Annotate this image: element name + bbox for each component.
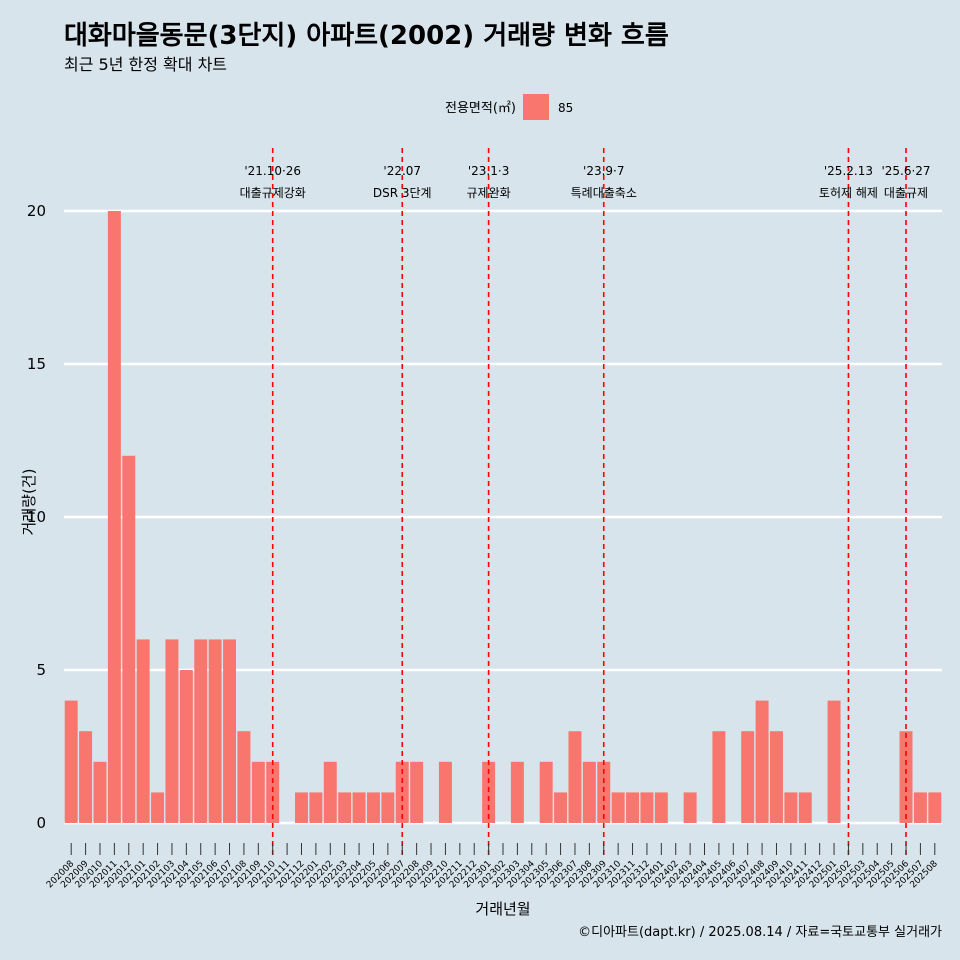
x-axis-title: 거래년월: [475, 900, 530, 918]
bar: [554, 792, 568, 823]
bar: [179, 670, 193, 823]
bar: [309, 792, 323, 823]
bar: [251, 761, 265, 823]
bar: [568, 731, 582, 823]
bar: [482, 761, 496, 823]
bar: [640, 792, 654, 823]
y-tick-label: 20: [27, 202, 46, 220]
bar: [323, 761, 337, 823]
bar: [208, 639, 222, 823]
event-date: '22.07: [383, 164, 421, 178]
bar: [683, 792, 697, 823]
bar: [798, 792, 812, 823]
bar: [295, 792, 308, 823]
bar: [438, 761, 452, 823]
bar: [654, 792, 668, 823]
y-axis-ticks: 0 5 10 15 20: [27, 202, 46, 832]
bar: [136, 639, 150, 823]
legend-title: 전용면적(㎡): [445, 101, 516, 116]
bar: [165, 639, 179, 823]
legend-label: 85: [558, 101, 573, 115]
bar: [626, 792, 640, 823]
event-label: 규제완화: [467, 186, 511, 200]
chart-title: 대화마을동문(3단지) 아파트(2002) 거래량 변화 흐름: [64, 21, 669, 51]
bar: [539, 761, 553, 823]
bar: [93, 761, 107, 823]
bar: [784, 792, 798, 823]
event-label: 대출규제강화: [240, 186, 306, 200]
bar: [64, 700, 78, 823]
bars: [64, 211, 942, 823]
legend: 전용면적(㎡) 85: [445, 94, 573, 120]
event-date: '25.2.13: [824, 164, 873, 178]
bar: [928, 792, 942, 823]
bar: [79, 731, 93, 823]
event-label: 특례대출축소: [571, 186, 637, 200]
bar: [741, 731, 755, 823]
bar: [712, 731, 726, 823]
bar: [827, 700, 841, 823]
legend-swatch: [523, 94, 549, 120]
bar: [151, 792, 165, 823]
source-caption: ©디아파트(dapt.kr) / 2025.08.14 / 자료=국토교통부 실…: [578, 925, 942, 940]
event-date: '25.6·27: [881, 164, 930, 178]
bar: [611, 792, 625, 823]
bar: [107, 211, 121, 823]
event-label: DSR 3단계: [373, 186, 432, 200]
bar: [338, 792, 352, 823]
bar: [395, 761, 409, 823]
bar: [381, 792, 395, 823]
event-lines: '21.10·26 대출규제강화 '22.07 DSR 3단계 '23.1·3 규제완화 '…: [240, 148, 931, 857]
bar: [122, 455, 136, 823]
event-date: '23.1·3: [468, 164, 509, 178]
bar: [510, 761, 524, 823]
bar: [410, 761, 424, 823]
bar: [582, 761, 596, 823]
y-tick-label: 10: [27, 508, 46, 526]
bar: [755, 700, 769, 823]
bar: [194, 639, 208, 823]
bar: [237, 731, 251, 823]
bar: [352, 792, 366, 823]
chart-subtitle: 최근 5년 한정 확대 차트: [64, 55, 227, 74]
bar: [769, 731, 783, 823]
event-date: '23.9·7: [583, 164, 624, 178]
x-axis: 2020082020092020102020112020122021012021…: [45, 843, 940, 890]
event-label: 토허제 해제: [819, 186, 878, 200]
y-tick-label: 5: [36, 661, 46, 679]
bar: [366, 792, 380, 823]
event-label: 대출규제: [884, 186, 928, 200]
event-date: '21.10·26: [244, 164, 301, 178]
bar: [899, 731, 913, 823]
y-tick-label: 15: [27, 355, 46, 373]
bar: [597, 761, 611, 823]
y-tick-label: 0: [36, 814, 46, 832]
bar: [223, 639, 237, 823]
bar: [913, 792, 927, 823]
bar: [266, 761, 280, 823]
y-axis-title: 거래량(건): [20, 469, 38, 536]
